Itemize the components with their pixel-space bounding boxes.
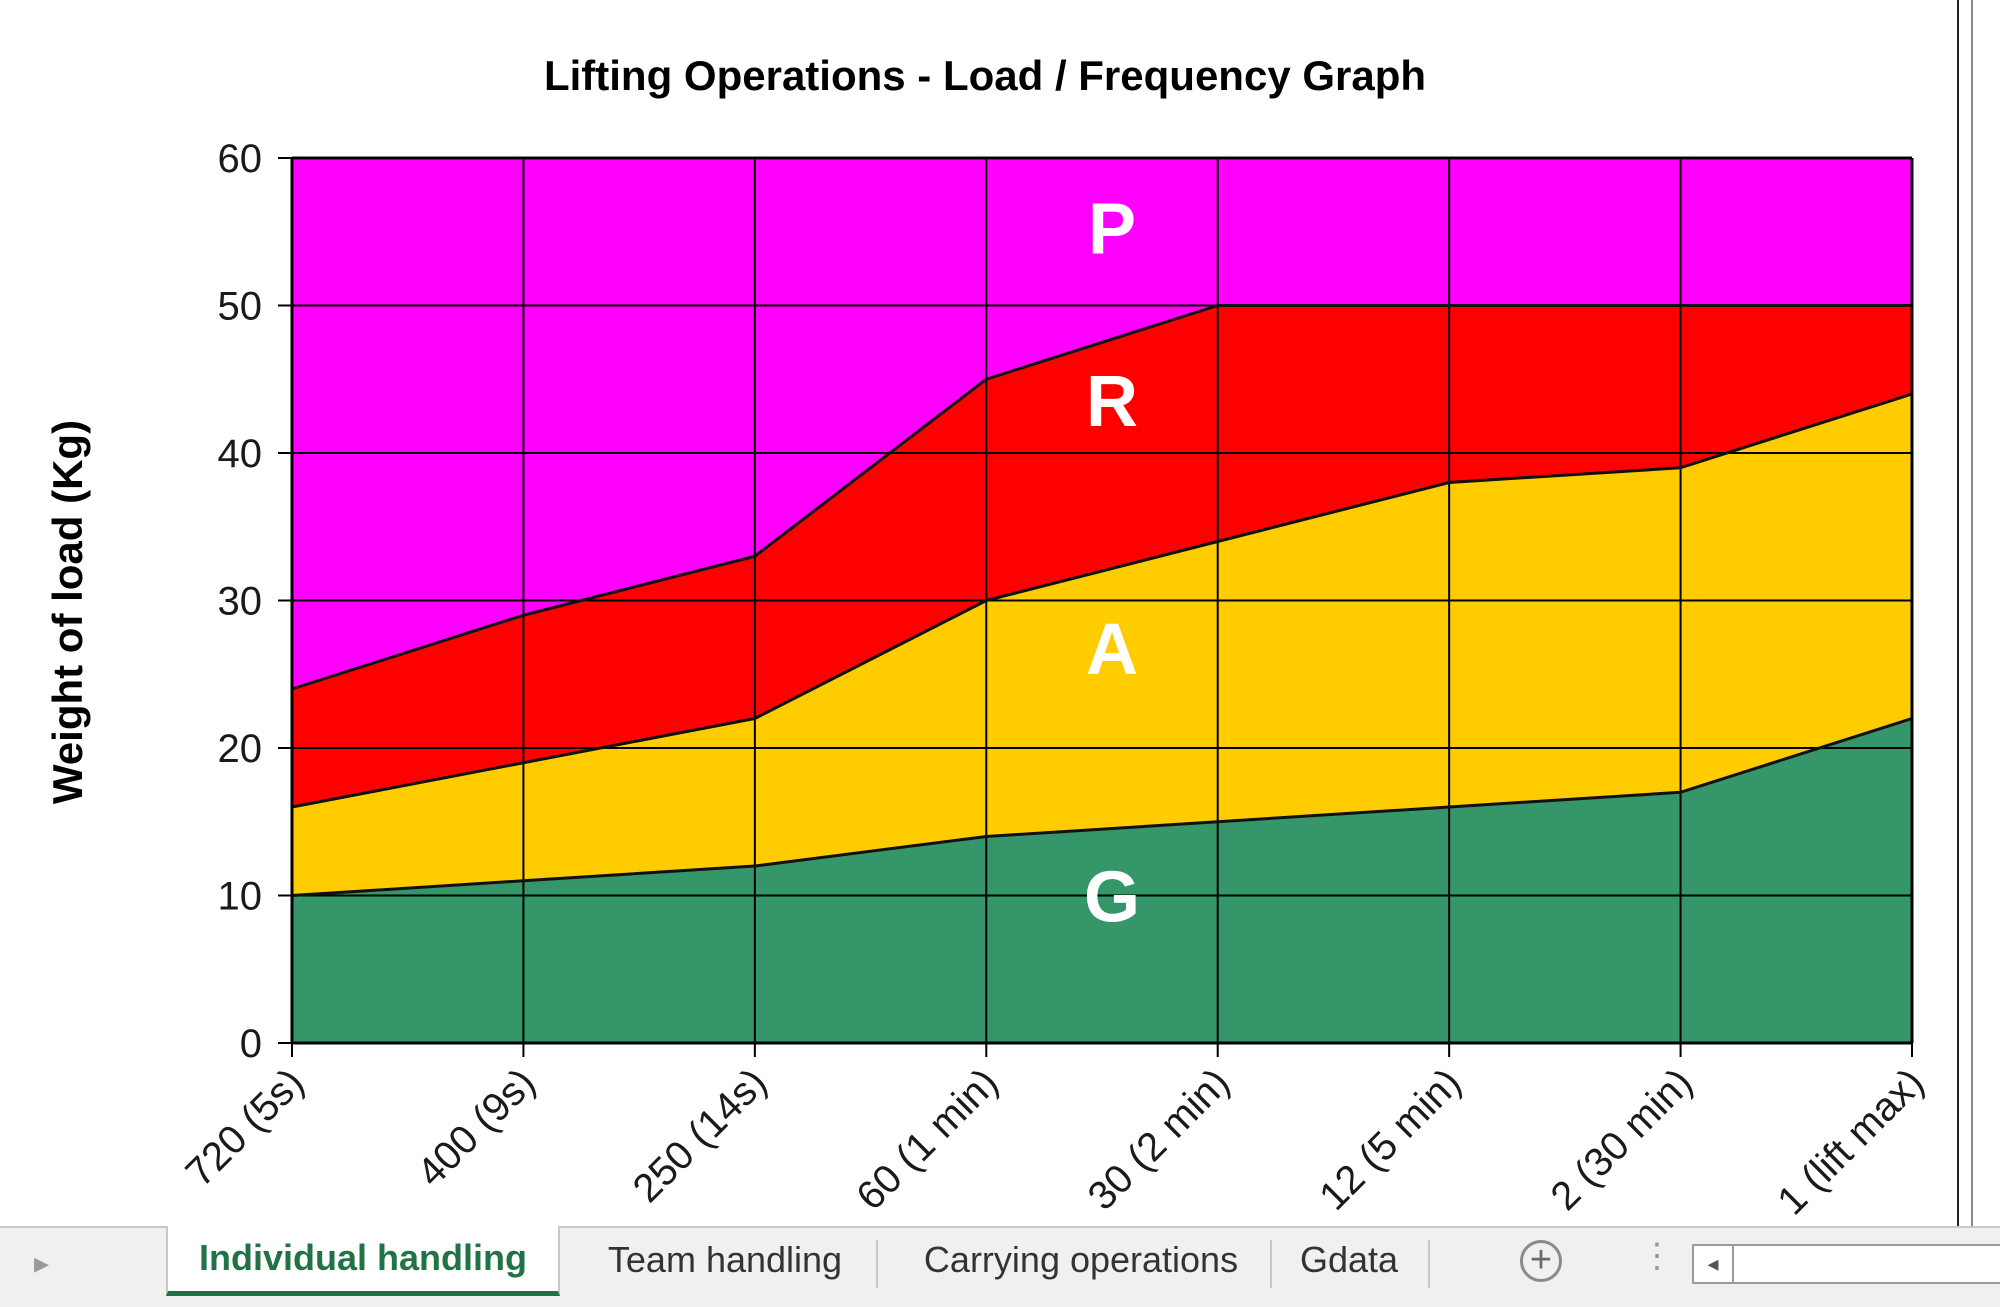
y-tick-label: 60 [218,137,263,181]
tab-separator [1428,1240,1430,1288]
area-band-g[interactable] [292,718,1912,1044]
scroll-left-arrow-icon[interactable]: ◂ [1694,1246,1734,1282]
y-tick-label: 30 [218,580,263,624]
tab-separator [876,1240,878,1288]
band-boundary-g [291,717,1913,897]
y-tick-label: 10 [218,875,263,919]
y-tick-label: 20 [218,727,263,771]
zone-label-a: A [1086,610,1138,690]
sheet-tab-bar: ▸ Individual handling Team handling Carr… [0,1226,2000,1307]
more-options-icon[interactable]: ⋮ [1640,1237,1674,1275]
sheet-tab-individual-handling[interactable]: Individual handling [166,1226,560,1296]
zone-label-g: G [1084,858,1140,938]
band-boundary-r [291,304,1912,691]
band-boundary-a [291,392,1913,809]
y-tick-label: 50 [218,285,263,329]
y-axis-title: Weight of load (Kg) [44,420,91,804]
worksheet-area: Lifting Operations - Load / Frequency Gr… [0,0,2000,1226]
y-tick-label: 0 [240,1022,262,1066]
add-sheet-plus-icon[interactable]: + [1520,1240,1562,1282]
sheet-tab-carrying-operations[interactable]: Carrying operations [923,1239,1239,1280]
tab-separator [1270,1240,1272,1288]
zone-label-r: R [1086,362,1138,442]
horizontal-scrollbar[interactable]: ◂ [1692,1244,2000,1284]
y-tick-label: 40 [218,432,263,476]
chart-title: Lifting Operations - Load / Frequency Gr… [544,52,1426,99]
scroll-tabs-arrow-icon[interactable]: ▸ [34,1247,50,1280]
zone-label-p: P [1088,189,1136,269]
sheet-tab-team-handling[interactable]: Team handling [607,1239,843,1280]
sheet-tab-gdata[interactable]: Gdata [1299,1239,1399,1280]
load-frequency-chart[interactable]: Lifting Operations - Load / Frequency Gr… [0,0,2000,1226]
